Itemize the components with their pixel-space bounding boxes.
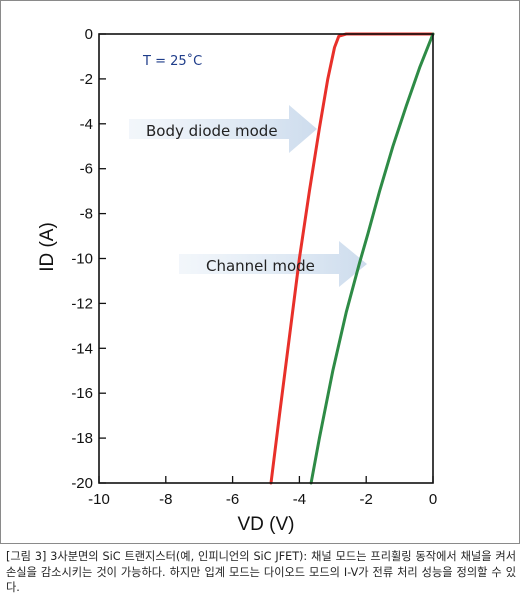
- body-diode-arrow: [129, 105, 317, 153]
- y-tick-label: -10: [71, 251, 93, 268]
- x-tick-label: -4: [293, 491, 306, 508]
- y-tick-label: -16: [71, 385, 93, 402]
- x-tick-label: -10: [88, 491, 110, 508]
- y-tick-label: -2: [80, 71, 93, 88]
- y-tick-label: -20: [71, 475, 93, 492]
- x-tick-label: -8: [159, 491, 172, 508]
- figure-caption: [그림 3] 3사분면의 SiC 트랜지스터(예, 인피니언의 SiC JFET…: [6, 550, 516, 594]
- y-tick-label: -18: [71, 430, 93, 447]
- channel-mode-arrow: [179, 241, 367, 287]
- x-tick-label: -6: [226, 491, 239, 508]
- y-tick-label: -6: [80, 161, 93, 178]
- series-channel-line: [309, 32, 435, 485]
- annotation-layer: [129, 105, 367, 287]
- y-tick-label: -8: [80, 206, 93, 223]
- iv-chart: -10 -8 -6 -4 -2 00-2-4-6-8-10-12-14-16-18-20 …: [37, 26, 437, 535]
- x-axis-title: VD (V): [238, 514, 295, 535]
- y-tick-label: -4: [80, 116, 93, 133]
- x-tick-label: 0: [429, 491, 437, 508]
- channel-mode-label: Channel mode: [206, 257, 315, 275]
- tick-layer: -10 -8 -6 -4 -2 00-2-4-6-8-10-12-14-16-18-20: [71, 26, 437, 508]
- temperature-label: T = 25˚C: [142, 53, 202, 69]
- y-axis-title: ID (A): [37, 222, 58, 272]
- figure-frame: -10 -8 -6 -4 -2 0 0 -2 -4 -6 -8 -10 -12 -14 -16 -18 -20 …: [0, 0, 520, 544]
- x-tick-label: -2: [360, 491, 373, 508]
- y-tick-label: 0: [85, 26, 93, 43]
- y-tick-label: -14: [71, 340, 93, 357]
- y-tick-label: -12: [71, 295, 93, 312]
- body-diode-label: Body diode mode: [146, 122, 278, 140]
